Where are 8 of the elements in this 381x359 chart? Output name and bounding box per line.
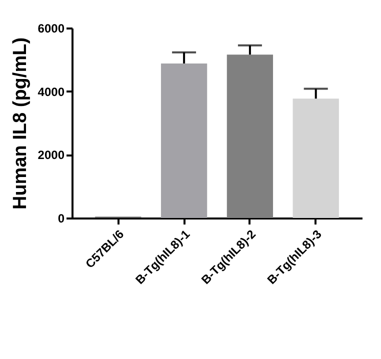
y-tick-label: 2000 — [38, 148, 65, 162]
y-axis-title: Human IL8 (pg/mL) — [10, 37, 31, 210]
bar — [226, 54, 274, 218]
bar — [292, 98, 339, 218]
y-tick-label: 0 — [58, 212, 65, 226]
bar — [160, 63, 208, 218]
y-tick-label: 4000 — [38, 84, 65, 99]
y-tick-label: 6000 — [38, 22, 65, 36]
